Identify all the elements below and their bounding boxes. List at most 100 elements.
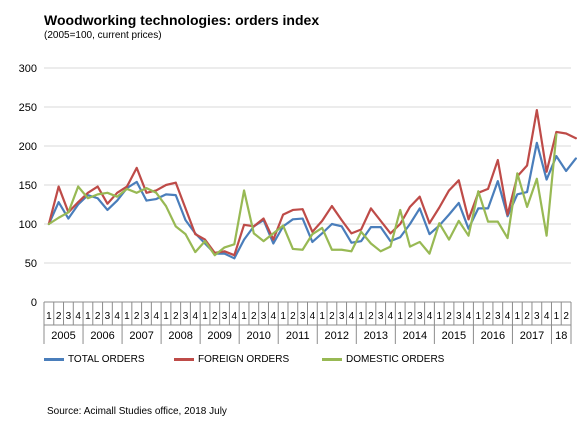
x-year-label: 2017 — [520, 330, 544, 342]
data-point — [418, 195, 421, 198]
x-quarter-label: 3 — [144, 311, 150, 322]
x-year-label: 2006 — [90, 330, 114, 342]
data-point — [184, 207, 187, 210]
data-point — [340, 225, 343, 228]
data-point — [467, 218, 470, 221]
x-year-label: 2009 — [207, 330, 231, 342]
chart-subtitle: (2005=100, current prices) — [44, 30, 162, 41]
x-quarter-label: 4 — [192, 311, 198, 322]
data-point — [448, 189, 450, 192]
data-point — [116, 195, 119, 198]
data-point — [574, 157, 577, 160]
data-point — [516, 193, 519, 196]
x-quarter-label: 3 — [261, 311, 267, 322]
data-point — [545, 234, 548, 237]
data-point — [428, 252, 431, 255]
data-point — [106, 202, 109, 205]
x-quarter-label: 4 — [466, 311, 472, 322]
x-quarter-label: 4 — [544, 311, 550, 322]
x-year-label: 2008 — [168, 330, 192, 342]
data-point — [350, 232, 353, 235]
x-quarter-label: 1 — [280, 311, 286, 322]
data-point — [272, 238, 275, 241]
data-point — [282, 213, 285, 216]
data-point — [360, 228, 363, 231]
data-point — [223, 252, 226, 255]
data-point — [145, 187, 148, 190]
data-point — [535, 141, 538, 144]
data-point — [155, 189, 158, 192]
data-point — [213, 254, 216, 257]
x-quarter-label: 3 — [66, 311, 72, 322]
x-quarter-label: 4 — [427, 311, 433, 322]
data-point — [360, 240, 363, 243]
legend-swatch-foreign — [174, 358, 194, 361]
data-point — [526, 191, 528, 193]
legend-swatch-domestic — [322, 358, 342, 361]
data-point — [106, 209, 109, 211]
x-quarter-label: 1 — [476, 311, 482, 322]
data-point — [57, 185, 60, 188]
x-quarter-label: 2 — [329, 311, 335, 322]
x-quarter-label: 3 — [534, 311, 540, 322]
data-point — [311, 241, 314, 243]
data-point — [145, 191, 148, 194]
data-point — [399, 209, 402, 211]
legend-label-foreign: FOREIGN ORDERS — [198, 354, 290, 365]
data-point — [252, 232, 255, 235]
x-quarter-label: 1 — [515, 311, 521, 322]
data-point — [174, 194, 177, 197]
data-point — [301, 248, 304, 251]
y-tick-label: 0 — [31, 297, 37, 309]
x-quarter-label: 3 — [300, 311, 306, 322]
data-point — [155, 198, 158, 200]
data-point — [291, 248, 294, 250]
data-point — [233, 257, 236, 260]
data-point — [389, 232, 392, 235]
x-quarter-label: 1 — [46, 311, 52, 322]
data-point — [233, 243, 236, 246]
data-point — [409, 205, 411, 208]
data-point — [506, 237, 509, 239]
data-point — [379, 219, 382, 222]
x-year-label: 2014 — [403, 330, 427, 342]
x-quarter-label: 2 — [173, 311, 179, 322]
x-quarter-label: 2 — [407, 311, 413, 322]
y-tick-label: 50 — [25, 258, 37, 270]
series-line-3 — [47, 133, 558, 257]
legend-item-total: TOTAL ORDERS — [44, 354, 145, 365]
data-point — [321, 227, 324, 229]
legend-label-total: TOTAL ORDERS — [68, 354, 145, 365]
x-quarter-label: 1 — [241, 311, 247, 322]
x-quarter-label: 4 — [349, 311, 355, 322]
x-year-label: 2011 — [286, 330, 310, 342]
data-point — [555, 131, 558, 133]
x-quarter-label: 2 — [251, 311, 257, 322]
data-point — [165, 193, 167, 196]
data-point — [487, 220, 489, 223]
x-year-label: 2007 — [129, 330, 153, 342]
data-point — [291, 209, 294, 211]
x-quarter-label: 2 — [563, 311, 569, 322]
data-point — [243, 238, 245, 241]
data-point — [389, 245, 392, 248]
data-point — [496, 220, 499, 223]
data-point — [116, 191, 119, 194]
data-point — [272, 242, 275, 245]
data-point — [409, 223, 411, 225]
y-tick-label: 150 — [19, 180, 37, 192]
data-point — [87, 197, 89, 200]
data-point — [126, 185, 128, 188]
x-year-label: 2005 — [51, 330, 75, 342]
data-point — [340, 219, 343, 222]
data-point — [67, 217, 70, 220]
data-point — [457, 219, 460, 222]
data-point — [330, 205, 333, 207]
data-point — [350, 241, 353, 244]
data-point — [428, 222, 431, 225]
data-point — [233, 254, 236, 257]
data-point — [574, 137, 577, 140]
data-point — [477, 207, 480, 210]
data-point — [321, 232, 324, 235]
data-point — [379, 226, 382, 229]
